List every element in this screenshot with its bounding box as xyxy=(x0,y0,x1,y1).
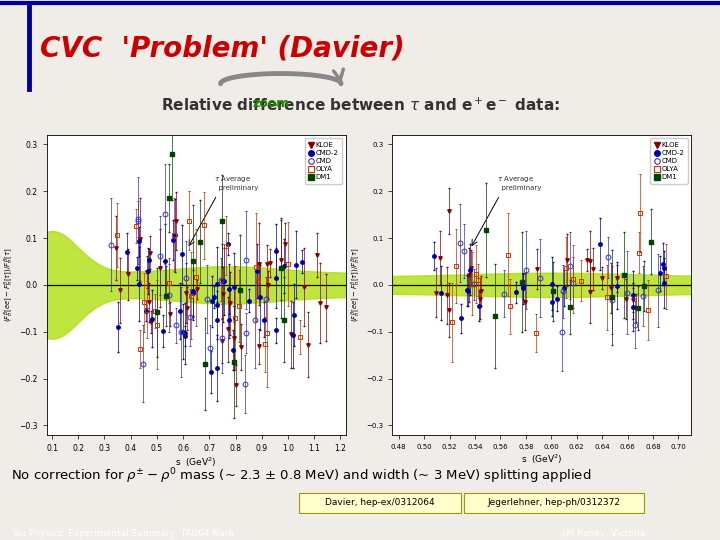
Text: $\tau$ Average
  preliminary: $\tau$ Average preliminary xyxy=(214,174,258,191)
Text: Tau Physics: Experimental Summary, TAU04 Nara: Tau Physics: Experimental Summary, TAU04… xyxy=(11,529,234,538)
Text: J.M.Roney, Victoria: J.M.Roney, Victoria xyxy=(562,529,646,538)
Text: No correction for $\rho^{\pm}-\rho^0$ mass (~ 2.3 $\pm$ 0.8 MeV) and width (~ 3 : No correction for $\rho^{\pm}-\rho^0$ ma… xyxy=(11,467,591,486)
FancyBboxPatch shape xyxy=(299,493,461,513)
Y-axis label: $(F_\pi^{\beta}[ee]-F_\pi^{\beta}[\tau])/F_\pi^{\beta}[\tau]$: $(F_\pi^{\beta}[ee]-F_\pi^{\beta}[\tau])… xyxy=(350,247,364,322)
Text: Davier, hep-ex/0312064: Davier, hep-ex/0312064 xyxy=(325,498,434,507)
Text: zoom: zoom xyxy=(253,97,290,110)
X-axis label: s  (GeV$^2$): s (GeV$^2$) xyxy=(521,453,562,466)
X-axis label: s  (GeV$^2$): s (GeV$^2$) xyxy=(176,456,217,469)
Text: Jegerlehner, hep-ph/0312372: Jegerlehner, hep-ph/0312372 xyxy=(488,498,621,507)
Y-axis label: $(F_\pi^{\beta}[ee]-F_\pi^{\beta}[\tau])/F_\pi^{\beta}[\tau]$: $(F_\pi^{\beta}[ee]-F_\pi^{\beta}[\tau])… xyxy=(3,247,17,322)
Text: CVC  'Problem' (Davier): CVC 'Problem' (Davier) xyxy=(40,34,404,62)
Text: Relative difference between $\tau$ and e$^+$e$^-$ data:: Relative difference between $\tau$ and e… xyxy=(161,97,559,114)
Legend: KLOE, CMD-2, CMD, OLYA, DM1: KLOE, CMD-2, CMD, OLYA, DM1 xyxy=(650,138,688,184)
Text: $\tau$ Average
  preliminary: $\tau$ Average preliminary xyxy=(497,174,541,191)
FancyBboxPatch shape xyxy=(464,493,644,513)
Legend: KLOE, CMD-2, CMD, OLYA, DM1: KLOE, CMD-2, CMD, OLYA, DM1 xyxy=(305,138,342,184)
